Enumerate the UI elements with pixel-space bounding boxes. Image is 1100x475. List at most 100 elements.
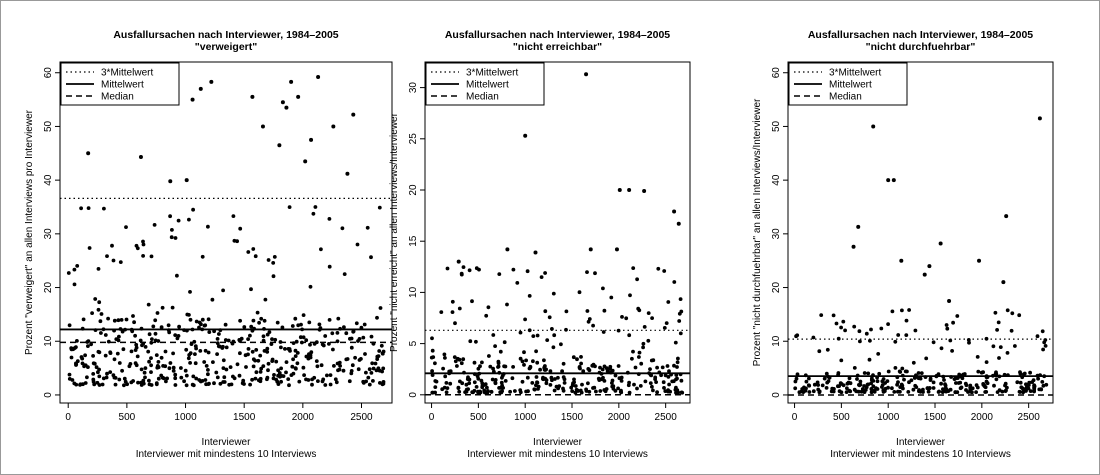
data-point xyxy=(816,387,821,392)
data-point xyxy=(132,320,137,325)
data-point xyxy=(334,380,339,385)
data-point xyxy=(281,374,286,378)
data-point xyxy=(91,379,96,384)
data-point xyxy=(916,371,921,375)
data-point xyxy=(441,366,445,371)
data-point xyxy=(974,390,978,394)
legend-label: Median xyxy=(466,92,499,103)
data-point xyxy=(364,370,368,375)
data-point xyxy=(105,254,109,258)
data-point xyxy=(604,387,609,391)
data-point xyxy=(283,347,287,351)
data-point xyxy=(206,382,211,386)
data-point xyxy=(221,380,226,384)
data-point xyxy=(584,387,588,392)
data-point xyxy=(962,372,967,376)
data-point xyxy=(191,207,196,212)
data-point xyxy=(143,375,147,380)
data-point xyxy=(111,373,116,378)
data-point xyxy=(904,333,909,337)
data-point xyxy=(678,372,683,377)
data-point xyxy=(430,336,434,341)
data-point xyxy=(270,357,275,362)
data-point xyxy=(173,376,178,381)
data-point xyxy=(136,380,140,385)
data-point xyxy=(206,372,210,377)
data-point xyxy=(1018,371,1023,376)
data-point xyxy=(804,386,808,391)
data-point xyxy=(83,353,87,358)
data-point xyxy=(284,360,289,364)
data-point xyxy=(277,371,282,375)
data-point xyxy=(377,205,382,210)
data-point xyxy=(880,383,885,387)
x-tick-label: 2500 xyxy=(1018,412,1041,423)
data-point xyxy=(1004,388,1008,393)
data-point xyxy=(666,375,671,379)
data-point xyxy=(72,381,77,386)
data-point xyxy=(128,362,133,366)
data-point xyxy=(103,333,108,337)
data-point xyxy=(295,361,300,366)
data-point xyxy=(617,188,622,193)
data-point xyxy=(117,377,122,382)
data-point xyxy=(491,366,495,371)
data-point xyxy=(497,370,502,375)
x-tick-label: 1500 xyxy=(561,412,584,423)
data-point xyxy=(261,338,266,343)
data-point xyxy=(350,363,355,368)
data-point xyxy=(1013,344,1017,348)
data-point xyxy=(90,311,94,315)
data-point xyxy=(855,373,860,378)
data-point xyxy=(378,306,383,310)
data-point xyxy=(553,377,557,381)
data-point xyxy=(238,351,242,356)
data-point xyxy=(267,330,272,334)
data-point xyxy=(153,318,158,323)
data-point xyxy=(188,317,193,322)
x-tick-label: 500 xyxy=(119,412,136,423)
y-tick-label: 60 xyxy=(43,67,54,79)
data-point xyxy=(1037,116,1042,121)
data-point xyxy=(1025,383,1030,387)
data-point xyxy=(121,347,126,352)
data-point xyxy=(472,372,477,376)
data-point xyxy=(304,354,309,359)
data-point xyxy=(477,371,482,376)
data-point xyxy=(193,352,197,356)
data-point xyxy=(367,367,372,372)
data-point xyxy=(265,350,270,354)
data-point xyxy=(875,375,879,380)
data-point xyxy=(1041,347,1045,352)
x-tick-label: 1000 xyxy=(174,412,197,423)
data-point xyxy=(952,377,957,381)
chart-subtitle: "nicht erreichbar" xyxy=(513,41,602,53)
data-point xyxy=(572,377,576,382)
data-point xyxy=(945,326,950,331)
data-point xyxy=(1015,380,1020,385)
data-point xyxy=(258,353,263,358)
data-point xyxy=(359,325,364,330)
data-point xyxy=(948,387,953,392)
data-point xyxy=(502,340,507,345)
data-point xyxy=(556,386,560,391)
data-point xyxy=(301,313,306,317)
data-point xyxy=(675,388,680,393)
y-tick-label: 30 xyxy=(408,82,419,94)
data-point xyxy=(442,352,447,357)
data-point xyxy=(570,389,575,393)
data-point xyxy=(543,309,548,314)
data-point xyxy=(218,328,223,333)
data-point xyxy=(642,325,647,329)
data-point xyxy=(858,339,862,344)
data-point xyxy=(539,275,544,279)
data-point xyxy=(662,269,667,273)
data-point xyxy=(577,290,582,295)
data-point xyxy=(278,374,282,379)
data-point xyxy=(493,378,498,382)
data-point xyxy=(240,381,245,386)
data-point xyxy=(291,357,295,362)
data-point xyxy=(975,355,980,359)
data-point xyxy=(836,336,841,341)
data-point xyxy=(481,383,486,387)
